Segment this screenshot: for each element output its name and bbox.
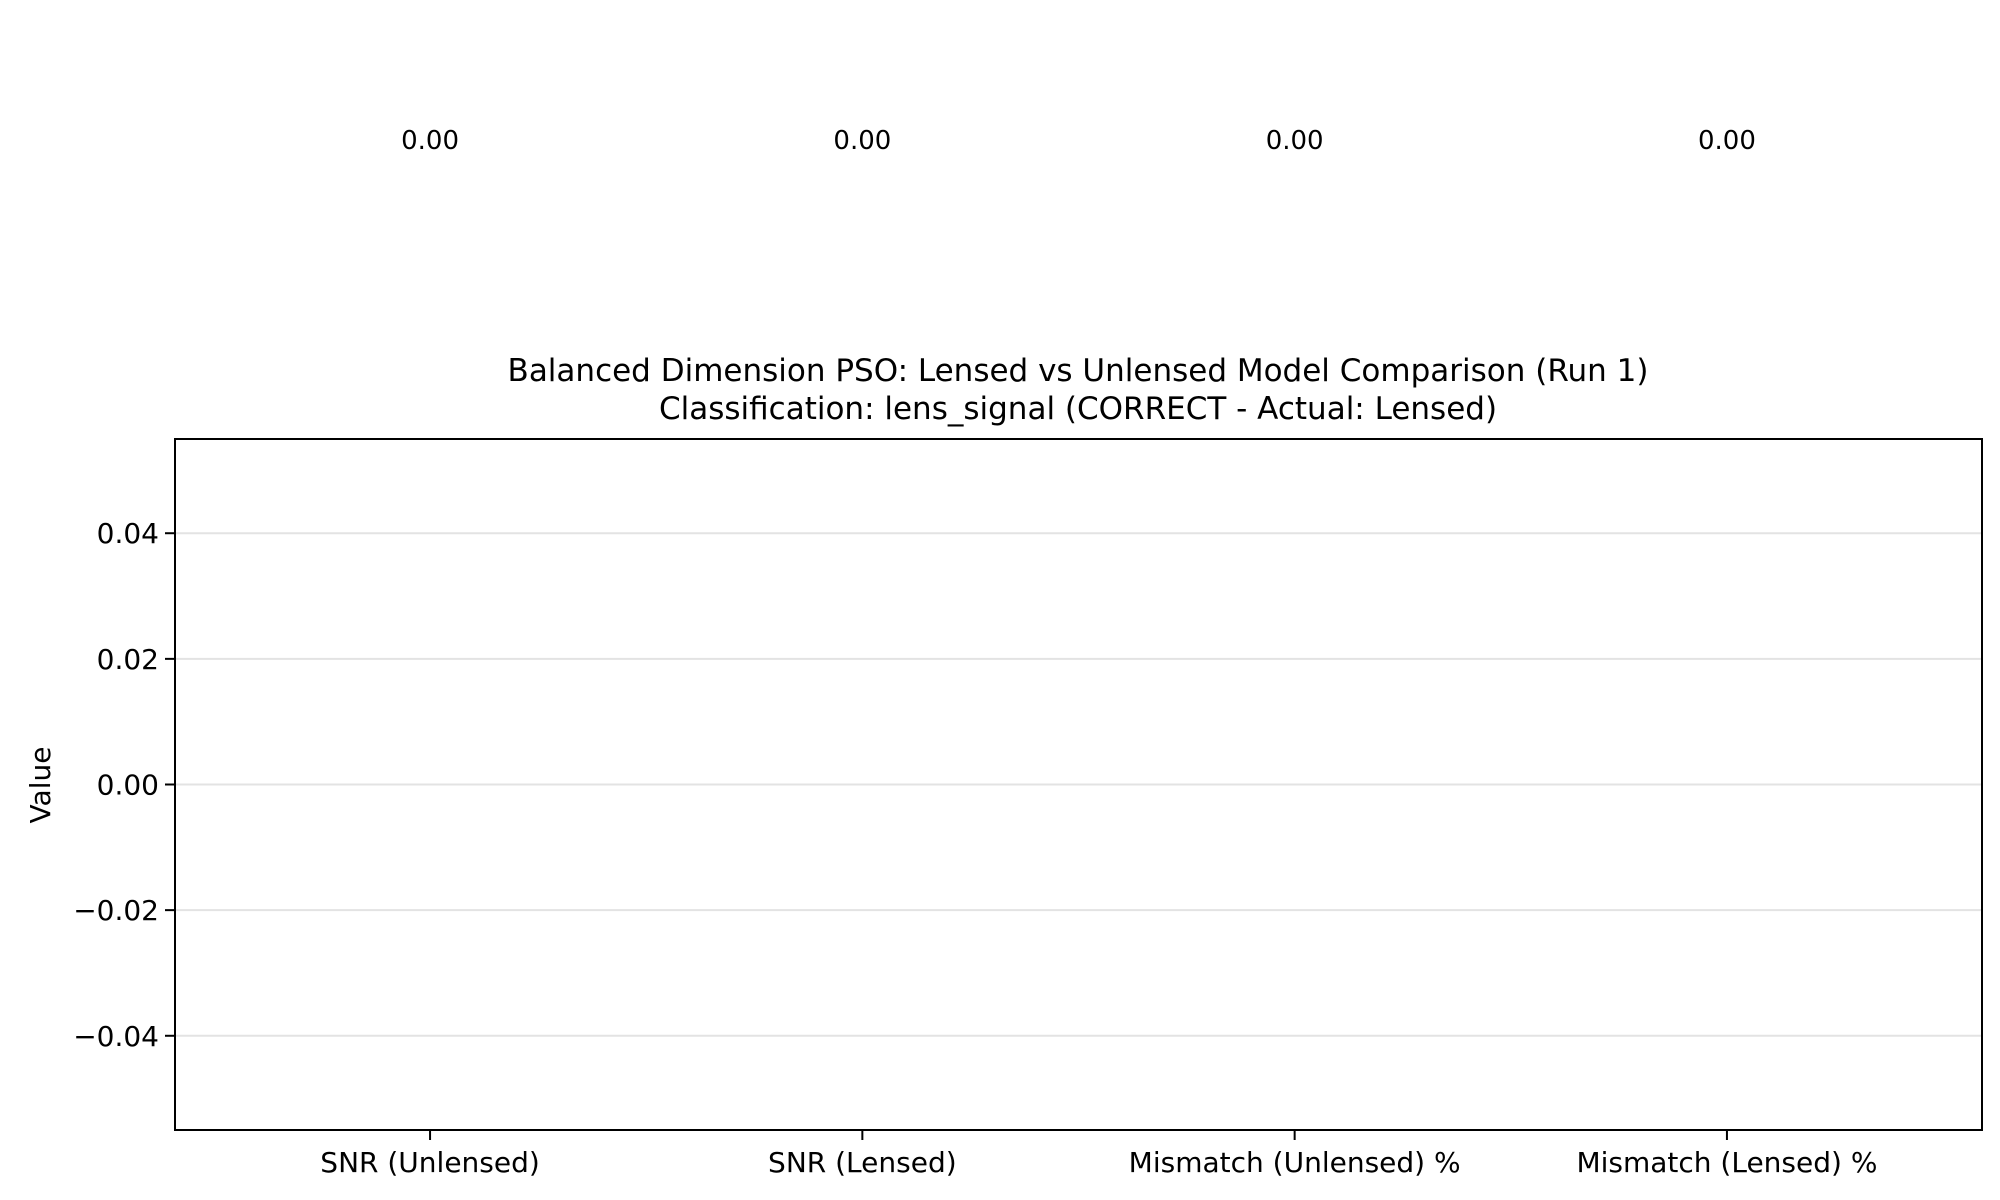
x-tick-label: Mismatch (Lensed) % <box>1576 1146 1877 1179</box>
data-label: 0.00 <box>1266 126 1324 156</box>
x-axis: SNR (Unlensed) SNR (Lensed) Mismatch (Unle… <box>320 1130 1877 1179</box>
data-label: 0.00 <box>833 126 891 156</box>
y-tick-label: −0.02 <box>73 894 159 927</box>
chart-subtitle: Classification: lens_signal (CORRECT - A… <box>659 391 1497 427</box>
data-labels: 0.00 0.00 0.00 0.00 <box>401 126 1756 156</box>
x-tick-label: SNR (Unlensed) <box>320 1146 540 1179</box>
x-tick-label: SNR (Lensed) <box>768 1146 957 1179</box>
y-tick-label: 0.04 <box>97 517 159 550</box>
data-label: 0.00 <box>1698 126 1756 156</box>
gridlines <box>175 532 1982 1037</box>
y-tick-label: −0.04 <box>73 1020 159 1053</box>
chart-title: Balanced Dimension PSO: Lensed vs Unlens… <box>508 353 1649 389</box>
y-axis: −0.04 −0.02 0.00 0.02 0.04 <box>73 517 175 1053</box>
y-tick-label: 0.00 <box>97 769 159 802</box>
x-tick-label: Mismatch (Unlensed) % <box>1129 1146 1461 1179</box>
data-label: 0.00 <box>401 126 459 156</box>
y-tick-label: 0.02 <box>97 643 159 676</box>
y-axis-label: Value <box>24 747 57 824</box>
